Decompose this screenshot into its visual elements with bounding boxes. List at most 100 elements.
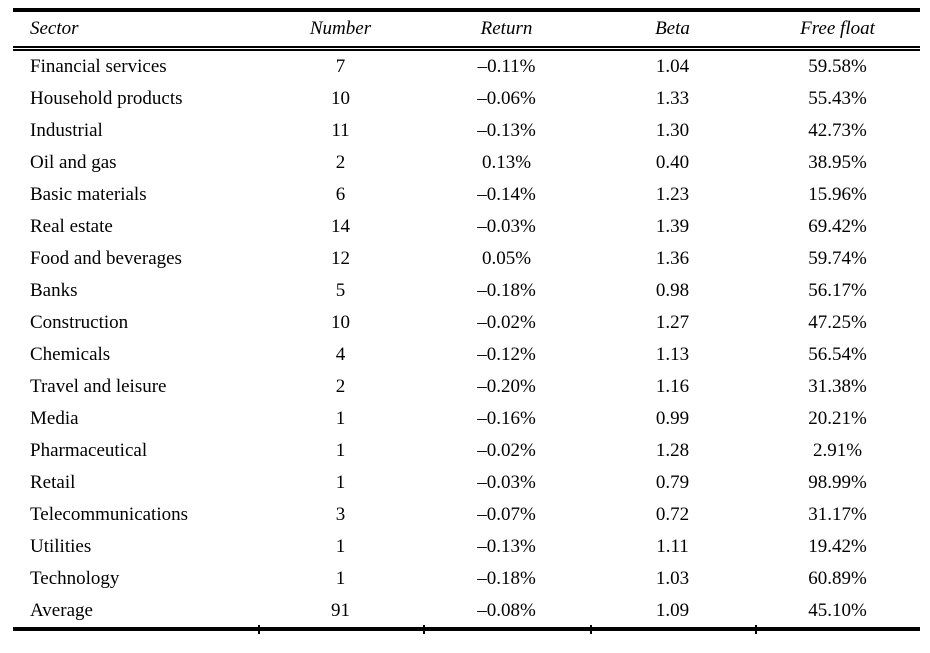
cell-free_float: 20.21%: [808, 408, 867, 429]
column-divider-tick: [423, 625, 425, 634]
cell-sector: Travel and leisure: [30, 376, 167, 397]
cell-return: –0.12%: [477, 344, 536, 365]
cell-free_float: 59.74%: [808, 248, 867, 269]
table-row: Oil and gas 2 0.13% 0.40 38.95%: [13, 147, 920, 179]
cell-number: 10: [331, 88, 350, 109]
cell-sector: Real estate: [30, 216, 113, 237]
cell-sector: Chemicals: [30, 344, 111, 365]
table-header: Sector Number Return Beta Free float: [13, 10, 920, 51]
table-row: Banks 5 –0.18% 0.98 56.17%: [13, 275, 920, 307]
cell-beta: 1.28: [655, 440, 690, 461]
cell-number: 2: [335, 152, 346, 173]
table-body: Financial services 7 –0.11% 1.04 59.58% House…: [13, 49, 920, 630]
cell-sector: Telecommunications: [30, 504, 189, 525]
cell-beta: 1.16: [655, 376, 690, 397]
cell-return: –0.18%: [477, 568, 536, 589]
cell-beta: 1.30: [655, 120, 690, 141]
cell-free_float: 56.54%: [808, 344, 867, 365]
cell-free_float: 42.73%: [808, 120, 867, 141]
cell-return: –0.06%: [477, 88, 536, 109]
cell-sector: Food and beverages: [30, 248, 182, 269]
cell-beta: 0.72: [655, 504, 690, 525]
cell-free_float: 59.58%: [808, 56, 867, 77]
header-row: Sector Number Return Beta Free float: [13, 10, 920, 51]
cell-beta: 1.11: [656, 536, 689, 557]
column-divider-tick: [258, 625, 260, 634]
cell-number: 14: [331, 216, 350, 237]
cell-sector: Household products: [30, 88, 183, 109]
cell-number: 1: [335, 472, 346, 493]
column-divider-tick: [755, 625, 757, 634]
cell-number: 6: [335, 184, 346, 205]
cell-free_float: 38.95%: [808, 152, 867, 173]
table-row: Retail 1 –0.03% 0.79 98.99%: [13, 467, 920, 499]
cell-number: 2: [335, 376, 346, 397]
cell-number: 7: [335, 56, 346, 77]
cell-sector: Utilities: [30, 536, 92, 557]
cell-free_float: 47.25%: [808, 312, 867, 333]
cell-sector: Media: [30, 408, 79, 429]
table-row: Household products 10 –0.06% 1.33 55.43%: [13, 83, 920, 115]
cell-number: 1: [335, 568, 346, 589]
cell-beta: 1.03: [655, 568, 690, 589]
cell-free_float: 15.96%: [808, 184, 867, 205]
cell-return: –0.07%: [477, 504, 536, 525]
cell-number: 12: [331, 248, 350, 269]
table-row: Technology 1 –0.18% 1.03 60.89%: [13, 563, 920, 595]
table-row: Chemicals 4 –0.12% 1.13 56.54%: [13, 339, 920, 371]
table-row: Pharmaceutical 1 –0.02% 1.28 2.91%: [13, 435, 920, 467]
cell-return: –0.20%: [477, 376, 536, 397]
column-header-beta: Beta: [590, 10, 755, 51]
column-divider-tick: [590, 625, 592, 634]
cell-number: 11: [331, 120, 350, 141]
sector-statistics-table: Sector Number Return Beta Free float Fin…: [13, 8, 920, 631]
cell-sector: Technology: [30, 568, 120, 589]
cell-free_float: 56.17%: [808, 280, 867, 301]
cell-free_float: 19.42%: [808, 536, 867, 557]
table-row: Food and beverages 12 0.05% 1.36 59.74%: [13, 243, 920, 275]
table-row: Real estate 14 –0.03% 1.39 69.42%: [13, 211, 920, 243]
table-row: Basic materials 6 –0.14% 1.23 15.96%: [13, 179, 920, 211]
cell-beta: 1.27: [655, 312, 690, 333]
cell-free_float: 55.43%: [808, 88, 867, 109]
cell-return: 0.05%: [481, 248, 532, 269]
cell-beta: 1.36: [655, 248, 690, 269]
cell-number: 5: [335, 280, 346, 301]
table-row: Travel and leisure 2 –0.20% 1.16 31.38%: [13, 371, 920, 403]
cell-number: 1: [335, 440, 346, 461]
cell-beta: 0.98: [655, 280, 690, 301]
cell-free_float: 31.38%: [808, 376, 867, 397]
cell-beta: 1.04: [655, 56, 690, 77]
table-row: Media 1 –0.16% 0.99 20.21%: [13, 403, 920, 435]
column-header-number: Number: [258, 10, 423, 51]
cell-free_float: 60.89%: [808, 568, 867, 589]
cell-sector: Oil and gas: [30, 152, 117, 173]
cell-return: –0.11%: [477, 56, 536, 77]
cell-free_float: 2.91%: [812, 440, 863, 461]
cell-sector: Banks: [30, 280, 78, 301]
cell-return: –0.18%: [477, 280, 536, 301]
table-row: Utilities 1 –0.13% 1.11 19.42%: [13, 531, 920, 563]
cell-return: –0.02%: [477, 440, 536, 461]
cell-sector: Pharmaceutical: [30, 440, 148, 461]
table-row: Construction 10 –0.02% 1.27 47.25%: [13, 307, 920, 339]
cell-sector: Construction: [30, 312, 129, 333]
cell-beta: 1.09: [655, 600, 690, 621]
cell-number: 1: [335, 536, 346, 557]
column-header-sector: Sector: [13, 10, 258, 51]
cell-sector: Average: [30, 600, 93, 621]
cell-beta: 1.13: [655, 344, 690, 365]
cell-number: 1: [335, 408, 346, 429]
table-row: Average 91 –0.08% 1.09 45.10%: [13, 595, 920, 629]
column-header-free-float: Free float: [755, 10, 920, 51]
cell-return: –0.16%: [477, 408, 536, 429]
cell-return: –0.14%: [477, 184, 536, 205]
cell-sector: Industrial: [30, 120, 103, 141]
cell-number: 91: [331, 600, 350, 621]
cell-free_float: 98.99%: [808, 472, 867, 493]
table-row: Financial services 7 –0.11% 1.04 59.58%: [13, 49, 920, 84]
column-header-return: Return: [423, 10, 590, 51]
table-row: Telecommunications 3 –0.07% 0.72 31.17%: [13, 499, 920, 531]
cell-number: 4: [335, 344, 346, 365]
cell-sector: Retail: [30, 472, 76, 493]
